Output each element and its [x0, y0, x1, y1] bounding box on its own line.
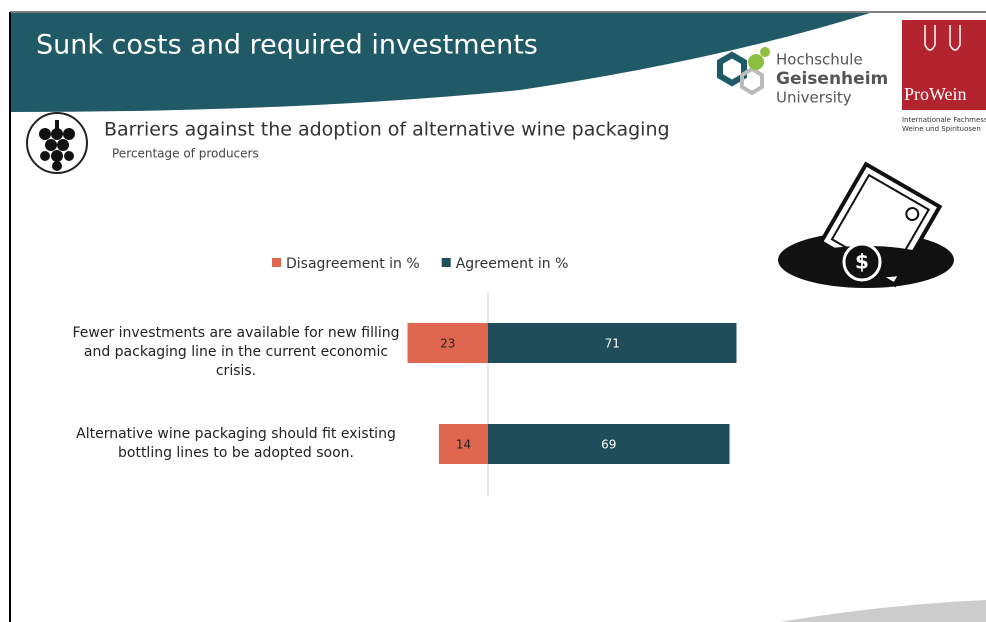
legend-label: Disagreement in %	[286, 256, 420, 272]
prowein-logo: ProWein Internationale Fachmesse Weine u…	[902, 20, 986, 133]
hochschule-logo: Hochschule Geisenheim University	[717, 47, 888, 107]
logo-text: Hochschule	[776, 51, 863, 69]
money-icon: $	[778, 161, 954, 288]
bar	[488, 323, 737, 363]
chart-subtitle: Percentage of producers	[112, 147, 259, 161]
bar	[407, 323, 488, 363]
legend-label: Agreement in %	[456, 256, 569, 272]
data-label: 14	[456, 438, 471, 452]
bar	[439, 424, 488, 464]
chart-title: Barriers against the adoption of alterna…	[104, 119, 670, 141]
logo-text: Geisenheim	[776, 69, 888, 89]
legend-swatch	[441, 258, 451, 267]
logo-text: ProWein	[904, 84, 967, 104]
slide-title: Sunk costs and required investments	[36, 30, 538, 61]
data-label: 69	[601, 438, 616, 452]
logo-text: Internationale Fachmesse	[902, 116, 986, 124]
bar	[488, 424, 730, 464]
data-label: 23	[440, 337, 455, 351]
category-label: Alternative wine packaging should fit ex…	[76, 426, 396, 461]
category-label: Fewer investments are available for new …	[72, 325, 400, 379]
data-label: 71	[605, 337, 620, 351]
grape-icon	[26, 112, 88, 174]
corner-decoration	[780, 600, 986, 622]
svg-text:$: $	[855, 250, 869, 274]
logo-text: University	[776, 89, 852, 107]
logo-text: Weine und Spirituosen	[902, 125, 981, 133]
header-banner	[11, 13, 870, 112]
legend-swatch	[272, 258, 281, 267]
